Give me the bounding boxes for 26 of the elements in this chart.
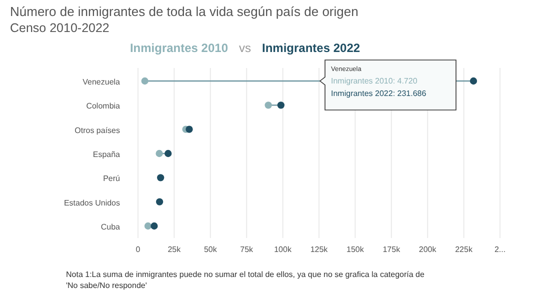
text: Inmigrantes 2022 bbox=[262, 41, 360, 55]
x-tick-label: 2... bbox=[494, 245, 506, 254]
annotation: Inmigrantes 2010: 4.720 bbox=[331, 76, 418, 86]
x-tick-label: 225k bbox=[455, 245, 474, 254]
x-tick-label: 175k bbox=[382, 245, 402, 254]
y-tick-label: Estados Unidos bbox=[64, 198, 120, 208]
x-tick-label: 125k bbox=[310, 245, 329, 254]
text: Nota 1:La suma de inmigrantes puede no sumar el total de ellos, ya que no se grafica la categoría de 'No sabe/No responde' bbox=[66, 270, 425, 290]
y-tick-label: Colombia bbox=[86, 102, 121, 111]
x-tick-label: 100k bbox=[274, 245, 292, 254]
x-tick-label: 200k bbox=[418, 245, 438, 254]
chart-subtitle: Censo 2010-2022 bbox=[10, 21, 110, 35]
x-tick-label: 75k bbox=[240, 245, 254, 254]
y-tick-label: España bbox=[92, 150, 121, 159]
x-tick-label: 0 bbox=[136, 245, 141, 254]
text: Inmigrantes 2010 bbox=[130, 41, 228, 55]
y-tick-label: Venezuela bbox=[82, 78, 121, 86]
y-tick-label: Otros países bbox=[74, 126, 120, 135]
text: vs bbox=[239, 41, 251, 55]
x-tick-label: 25k bbox=[168, 245, 182, 254]
annotation: Inmigrantes 2022: 231.686 bbox=[331, 89, 427, 98]
y-tick-label: Perú bbox=[103, 174, 120, 184]
x-tick-label: 50k bbox=[204, 245, 218, 254]
x-tick-label: 150k bbox=[346, 245, 365, 254]
chart-title: Número de inmigrantes de toda la vida según país de origen bbox=[10, 4, 358, 19]
y-tick-label: Cuba bbox=[100, 222, 121, 232]
